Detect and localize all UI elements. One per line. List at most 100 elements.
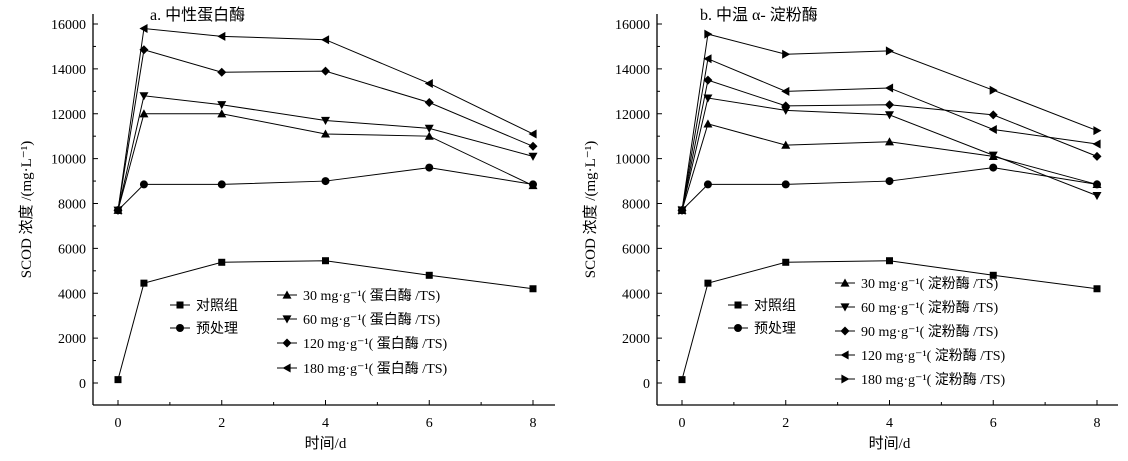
data-point xyxy=(321,129,330,138)
series xyxy=(113,23,537,215)
data-point xyxy=(989,85,998,95)
data-point xyxy=(424,98,434,108)
legend-label: 180 mg·g⁻¹( 蛋白酶 /TS) xyxy=(303,361,448,377)
x-tick-label: 0 xyxy=(679,416,686,431)
data-point xyxy=(704,29,713,39)
data-point xyxy=(321,66,330,76)
data-point xyxy=(703,75,713,85)
legend-item: 60 mg·g⁻¹( 蛋白酶 /TS) xyxy=(277,312,441,328)
y-tick-label: 10000 xyxy=(51,153,86,168)
legend-marker xyxy=(282,363,291,373)
legend-label: 对照组 xyxy=(196,298,238,314)
data-point xyxy=(988,151,998,160)
series-line xyxy=(681,167,1098,211)
series-line xyxy=(117,95,534,211)
legend-marker xyxy=(840,278,850,287)
data-point xyxy=(322,257,329,265)
series-line xyxy=(117,113,534,211)
chart-b: 0 2000 4000 6000 8000 10000 12000 14000 16000 0 2 4… xyxy=(582,6,1118,452)
data-point xyxy=(529,285,537,293)
legend-label: 预处理 xyxy=(754,321,796,337)
x-tick-label: 8 xyxy=(530,416,537,431)
legend-label: 30 mg·g⁻¹( 蛋白酶 /TS) xyxy=(303,288,441,304)
data-point xyxy=(989,271,997,279)
series xyxy=(677,54,1101,215)
data-point xyxy=(885,177,894,186)
data-point xyxy=(703,94,713,103)
data-point xyxy=(1092,151,1102,161)
data-point xyxy=(139,23,148,33)
data-point xyxy=(704,279,712,287)
y-axis-label: SCOD 浓度 /(mg·L⁻¹) xyxy=(18,141,35,278)
y-tick-label: 12000 xyxy=(51,108,86,123)
legend-item: 180 mg·g⁻¹( 淀粉酶 /TS) xyxy=(835,372,1006,388)
data-point xyxy=(989,163,998,172)
x-tick-label: 6 xyxy=(990,416,997,431)
legend-label: 60 mg·g⁻¹( 淀粉酶 /TS) xyxy=(861,300,999,316)
x-tick-label: 2 xyxy=(218,416,225,431)
data-point xyxy=(1092,192,1102,201)
x-tick-label: 6 xyxy=(426,416,433,431)
data-point xyxy=(217,180,226,189)
legend-label: 30 mg·g⁻¹( 淀粉酶 /TS) xyxy=(861,276,999,292)
data-point xyxy=(1092,139,1101,149)
series-line xyxy=(681,123,1098,211)
data-point xyxy=(988,124,997,134)
data-point xyxy=(885,111,894,120)
legend-item: 预处理 xyxy=(170,321,238,337)
series-line xyxy=(681,79,1098,211)
y-tick-label: 14000 xyxy=(51,63,86,78)
legend-marker xyxy=(734,324,742,332)
y-tick-label: 4000 xyxy=(622,287,650,302)
data-point xyxy=(1093,285,1101,293)
data-point xyxy=(425,271,433,279)
legend-item: 120 mg·g⁻¹( 蛋白酶 /TS) xyxy=(277,336,448,352)
data-point xyxy=(781,140,791,149)
data-point xyxy=(1093,126,1102,136)
legend-item: 对照组 xyxy=(728,298,796,314)
data-point xyxy=(424,78,433,88)
data-point xyxy=(424,124,434,133)
data-point xyxy=(113,205,122,215)
y-tick-label: 14000 xyxy=(615,63,650,78)
x-tick-label: 4 xyxy=(886,416,893,431)
legend-item: 30 mg·g⁻¹( 蛋白酶 /TS) xyxy=(277,288,441,304)
data-point xyxy=(528,152,538,161)
legend-marker xyxy=(840,303,850,312)
data-point xyxy=(781,101,791,111)
y-tick-label: 16000 xyxy=(615,18,650,33)
x-tick-label: 0 xyxy=(115,416,122,431)
series xyxy=(113,92,538,215)
y-tick-label: 6000 xyxy=(58,242,86,257)
data-point xyxy=(321,116,330,125)
y-tick-label: 16000 xyxy=(51,18,86,33)
data-point xyxy=(988,110,998,120)
y-tick-label: 0 xyxy=(643,377,650,392)
data-point xyxy=(703,119,713,128)
legend-marker xyxy=(840,326,850,336)
series xyxy=(677,94,1102,215)
legend-item: 预处理 xyxy=(728,321,796,337)
data-point xyxy=(217,31,226,41)
series-line xyxy=(681,58,1098,211)
series-line xyxy=(681,33,1098,211)
data-point xyxy=(885,46,894,56)
legend-marker xyxy=(282,290,292,299)
y-tick-label: 2000 xyxy=(58,332,86,347)
x-tick-label: 4 xyxy=(322,416,329,431)
y-tick-label: 2000 xyxy=(622,332,650,347)
data-point xyxy=(703,54,712,64)
data-point xyxy=(781,106,791,115)
data-point xyxy=(885,100,894,110)
y-tick-label: 10000 xyxy=(615,153,650,168)
legend-label: 90 mg·g⁻¹( 淀粉酶 /TS) xyxy=(861,324,999,340)
data-point xyxy=(528,129,537,139)
legend-marker xyxy=(282,315,292,324)
series xyxy=(114,163,537,215)
data-point xyxy=(321,177,330,186)
data-point xyxy=(139,109,149,118)
legend-label: 120 mg·g⁻¹( 蛋白酶 /TS) xyxy=(303,336,448,352)
legend-label: 120 mg·g⁻¹( 淀粉酶 /TS) xyxy=(861,348,1006,364)
data-point xyxy=(678,376,686,384)
